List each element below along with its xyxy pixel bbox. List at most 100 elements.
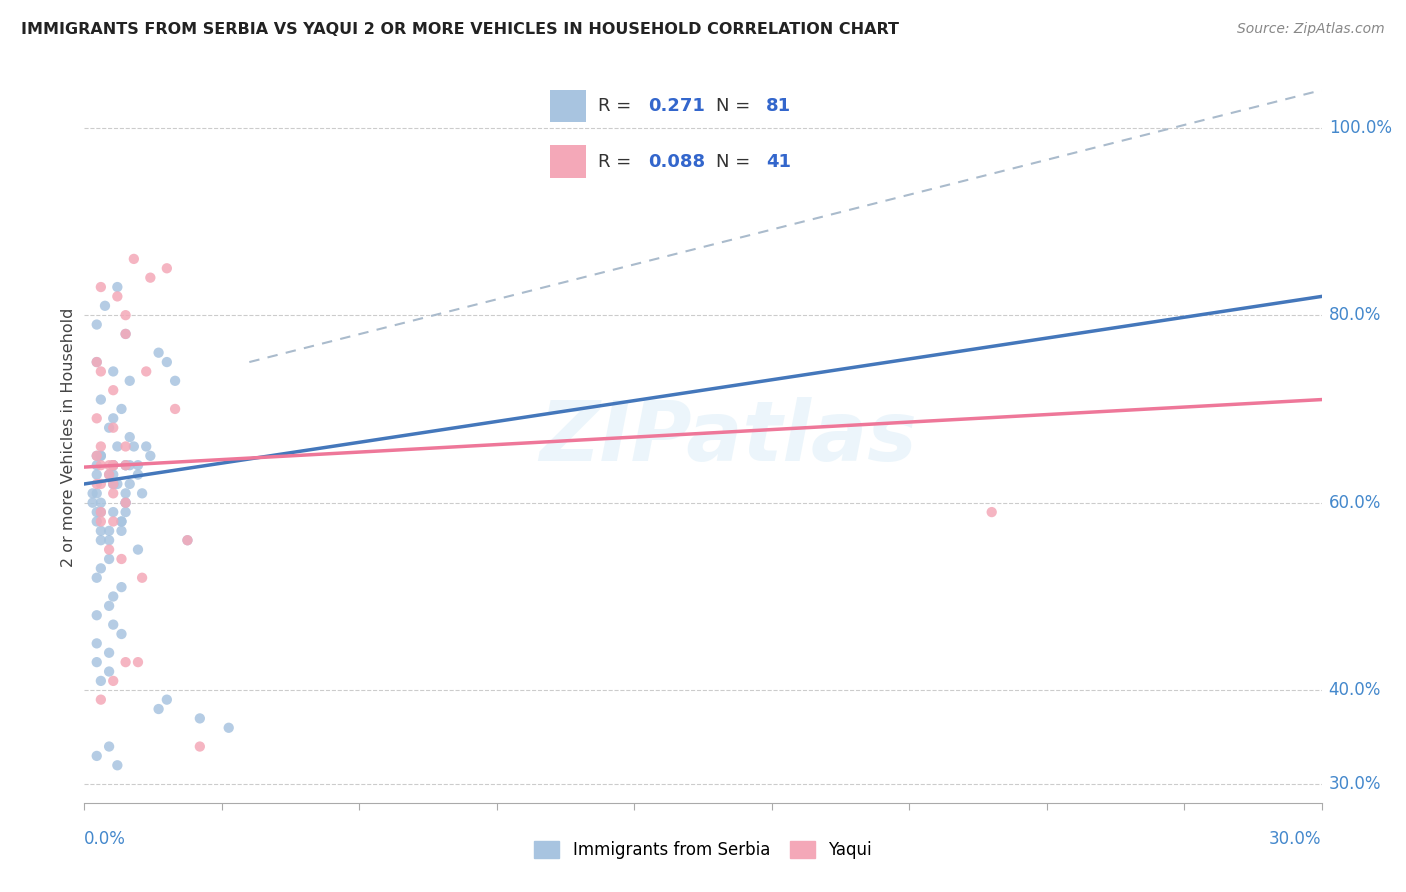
- Point: [86, 486, 108, 500]
- Point: [188, 739, 211, 754]
- Point: [105, 289, 128, 303]
- Point: [103, 486, 125, 500]
- Point: [103, 458, 125, 473]
- Point: [86, 655, 108, 669]
- Point: [114, 458, 136, 473]
- Point: [86, 477, 108, 491]
- Point: [86, 608, 108, 623]
- Point: [114, 326, 136, 341]
- Legend: Immigrants from Serbia, Yaqui: Immigrants from Serbia, Yaqui: [526, 833, 880, 868]
- Point: [135, 440, 157, 454]
- Point: [90, 364, 112, 378]
- Point: [98, 524, 121, 538]
- Point: [176, 533, 198, 548]
- Point: [98, 552, 121, 566]
- Point: [86, 355, 108, 369]
- Point: [103, 467, 125, 482]
- Point: [218, 721, 240, 735]
- Bar: [550, 90, 586, 122]
- Point: [110, 515, 132, 529]
- Point: [127, 458, 149, 473]
- Point: [103, 477, 125, 491]
- Point: [114, 308, 136, 322]
- Point: [105, 758, 128, 772]
- Text: 0.088: 0.088: [648, 153, 706, 170]
- Point: [86, 636, 108, 650]
- Point: [90, 533, 112, 548]
- Point: [103, 673, 125, 688]
- Point: [90, 449, 112, 463]
- Bar: [550, 145, 586, 178]
- Point: [156, 261, 179, 276]
- Point: [114, 655, 136, 669]
- Y-axis label: 2 or more Vehicles in Household: 2 or more Vehicles in Household: [60, 308, 76, 566]
- Point: [86, 571, 108, 585]
- Point: [90, 496, 112, 510]
- Point: [110, 627, 132, 641]
- Point: [90, 673, 112, 688]
- Point: [148, 702, 170, 716]
- Point: [105, 280, 128, 294]
- Text: 60.0%: 60.0%: [1329, 494, 1381, 512]
- Point: [114, 326, 136, 341]
- Point: [105, 477, 128, 491]
- Text: 30.0%: 30.0%: [1270, 830, 1322, 847]
- Point: [114, 458, 136, 473]
- Text: ZIPatlas: ZIPatlas: [538, 397, 917, 477]
- Point: [86, 449, 108, 463]
- Point: [139, 270, 162, 285]
- Text: R =: R =: [598, 97, 637, 115]
- Point: [131, 571, 153, 585]
- Point: [114, 496, 136, 510]
- Point: [118, 458, 141, 473]
- Point: [103, 590, 125, 604]
- Point: [82, 496, 104, 510]
- Point: [110, 580, 132, 594]
- Text: N =: N =: [716, 97, 755, 115]
- Point: [86, 411, 108, 425]
- Point: [86, 748, 108, 763]
- Point: [156, 692, 179, 706]
- Point: [103, 458, 125, 473]
- Point: [103, 383, 125, 397]
- Point: [98, 542, 121, 557]
- Point: [122, 252, 145, 266]
- Point: [165, 374, 187, 388]
- Point: [114, 505, 136, 519]
- Point: [90, 449, 112, 463]
- Point: [90, 458, 112, 473]
- Point: [114, 440, 136, 454]
- Point: [135, 364, 157, 378]
- Point: [90, 440, 112, 454]
- Point: [110, 401, 132, 416]
- Point: [86, 458, 108, 473]
- Text: R =: R =: [598, 153, 637, 170]
- Point: [90, 524, 112, 538]
- Point: [98, 665, 121, 679]
- Point: [188, 711, 211, 725]
- Point: [98, 646, 121, 660]
- Point: [165, 401, 187, 416]
- Point: [103, 364, 125, 378]
- Point: [114, 496, 136, 510]
- Point: [98, 420, 121, 434]
- Point: [90, 505, 112, 519]
- Point: [94, 299, 117, 313]
- Point: [131, 486, 153, 500]
- Point: [103, 477, 125, 491]
- Text: Source: ZipAtlas.com: Source: ZipAtlas.com: [1237, 22, 1385, 37]
- Point: [148, 345, 170, 359]
- Point: [103, 477, 125, 491]
- Point: [90, 477, 112, 491]
- Point: [103, 411, 125, 425]
- Point: [86, 515, 108, 529]
- Point: [103, 515, 125, 529]
- Point: [127, 542, 149, 557]
- Point: [127, 655, 149, 669]
- Text: 81: 81: [766, 97, 792, 115]
- Text: IMMIGRANTS FROM SERBIA VS YAQUI 2 OR MORE VEHICLES IN HOUSEHOLD CORRELATION CHAR: IMMIGRANTS FROM SERBIA VS YAQUI 2 OR MOR…: [21, 22, 898, 37]
- Text: 80.0%: 80.0%: [1329, 306, 1381, 324]
- Text: 41: 41: [766, 153, 792, 170]
- Point: [103, 458, 125, 473]
- Point: [98, 467, 121, 482]
